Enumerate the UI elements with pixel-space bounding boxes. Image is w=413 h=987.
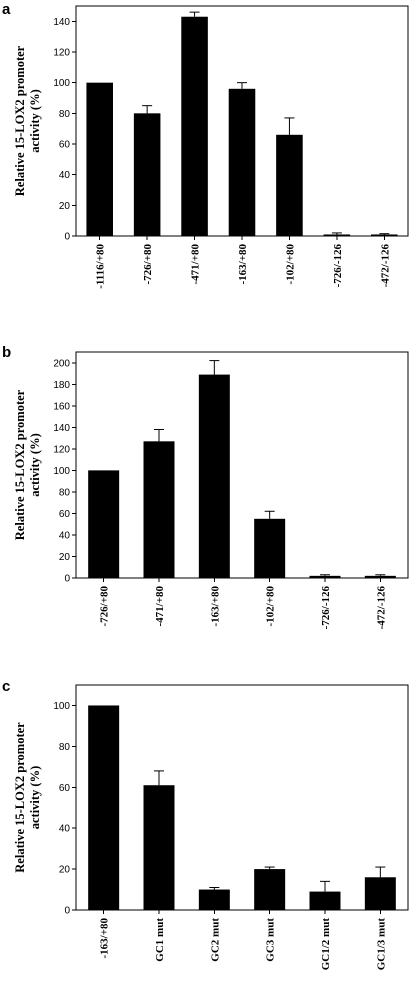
y-tick-label: 100: [53, 78, 70, 89]
y-tick-label: 40: [59, 170, 71, 181]
bar: [133, 113, 161, 236]
y-tick-label: 40: [59, 824, 71, 835]
y-tick-label: 140: [53, 17, 70, 28]
y-tick-label: 80: [59, 109, 71, 120]
x-tick-label: -472/-126: [379, 244, 391, 288]
panel-c: c Relative 15-LOX2 promoteractivity (%) 0 2…: [2, 678, 409, 971]
y-tick-label: 60: [59, 509, 71, 520]
x-tick-label: -726/-126: [332, 244, 344, 288]
y-tick-label: 80: [59, 487, 71, 498]
panel-a: a Relative 15-LOX2 promoteractivity (%) 0 2…: [2, 1, 409, 289]
x-tick-label: GC1/3 mut: [375, 918, 387, 971]
x-tick-label: GC3 mut: [265, 918, 277, 962]
bar: [309, 891, 341, 910]
x-tick-label: -102/+80: [265, 586, 277, 627]
bar: [198, 889, 230, 910]
y-tick-label: 0: [64, 232, 70, 243]
bar: [88, 705, 120, 910]
y-tick-label: 120: [53, 48, 70, 59]
y-tick-label: 20: [59, 552, 71, 563]
bar: [364, 575, 396, 578]
bar: [364, 877, 396, 910]
bar: [143, 441, 175, 578]
panel-b: b Relative 15-LOX2 promoteractivity (%) 0 2…: [2, 344, 409, 630]
x-tick-label: -471/+80: [190, 244, 202, 285]
x-tick-label: -472/-126: [375, 586, 387, 630]
y-axis-label: Relative 15-LOX2 promoteractivity (%): [13, 722, 42, 873]
x-tick-label: -726/+80: [99, 586, 111, 627]
x-tick-label: -726/+80: [142, 244, 154, 285]
y-tick-label: 60: [59, 140, 71, 151]
bar: [254, 869, 286, 910]
plot-frame: [75, 684, 409, 911]
y-tick-label: 180: [53, 380, 70, 391]
y-tick-label: 160: [53, 401, 70, 412]
y-tick-label: 40: [59, 530, 71, 541]
y-axis-label: Relative 15-LOX2 promoteractivity (%): [13, 45, 42, 196]
x-tick-label: -163/+80: [99, 918, 111, 959]
y-tick-label: 0: [64, 574, 70, 585]
bar: [88, 470, 120, 578]
panel-letter: a: [2, 1, 11, 18]
y-tick-label: 60: [59, 783, 71, 794]
y-tick-label: 100: [53, 466, 70, 477]
panel-letter: c: [2, 678, 10, 695]
bar: [86, 82, 113, 237]
bar: [371, 234, 398, 236]
bar: [254, 518, 286, 578]
bar: [198, 374, 230, 578]
x-tick-label: -471/+80: [154, 586, 166, 627]
bar: [323, 234, 351, 236]
bar: [309, 575, 341, 578]
y-tick-label: 200: [53, 358, 70, 369]
x-tick-label: GC2 mut: [209, 918, 221, 962]
y-tick-label: 100: [53, 701, 70, 712]
x-tick-label: -163/+80: [209, 586, 221, 627]
y-tick-label: 20: [59, 865, 71, 876]
y-tick-label: 20: [59, 201, 71, 212]
y-tick-label: 140: [53, 423, 70, 434]
x-tick-label: GC1/2 mut: [320, 918, 332, 971]
bar: [276, 134, 303, 236]
x-tick-label: -163/+80: [237, 244, 249, 285]
y-tick-label: 0: [64, 906, 70, 917]
bar: [143, 785, 175, 910]
x-tick-label: -1116/+80: [95, 244, 107, 289]
y-axis-label: Relative 15-LOX2 promoteractivity (%): [13, 389, 42, 540]
y-tick-label: 120: [53, 444, 70, 455]
bar: [181, 16, 208, 236]
plot-frame: [75, 351, 409, 579]
panel-letter: b: [2, 344, 11, 361]
x-tick-label: -726/-126: [320, 586, 332, 630]
y-tick-label: 80: [59, 742, 71, 753]
bar: [228, 88, 256, 236]
x-tick-label: -102/+80: [284, 244, 296, 285]
x-tick-label: GC1 mut: [154, 918, 166, 962]
